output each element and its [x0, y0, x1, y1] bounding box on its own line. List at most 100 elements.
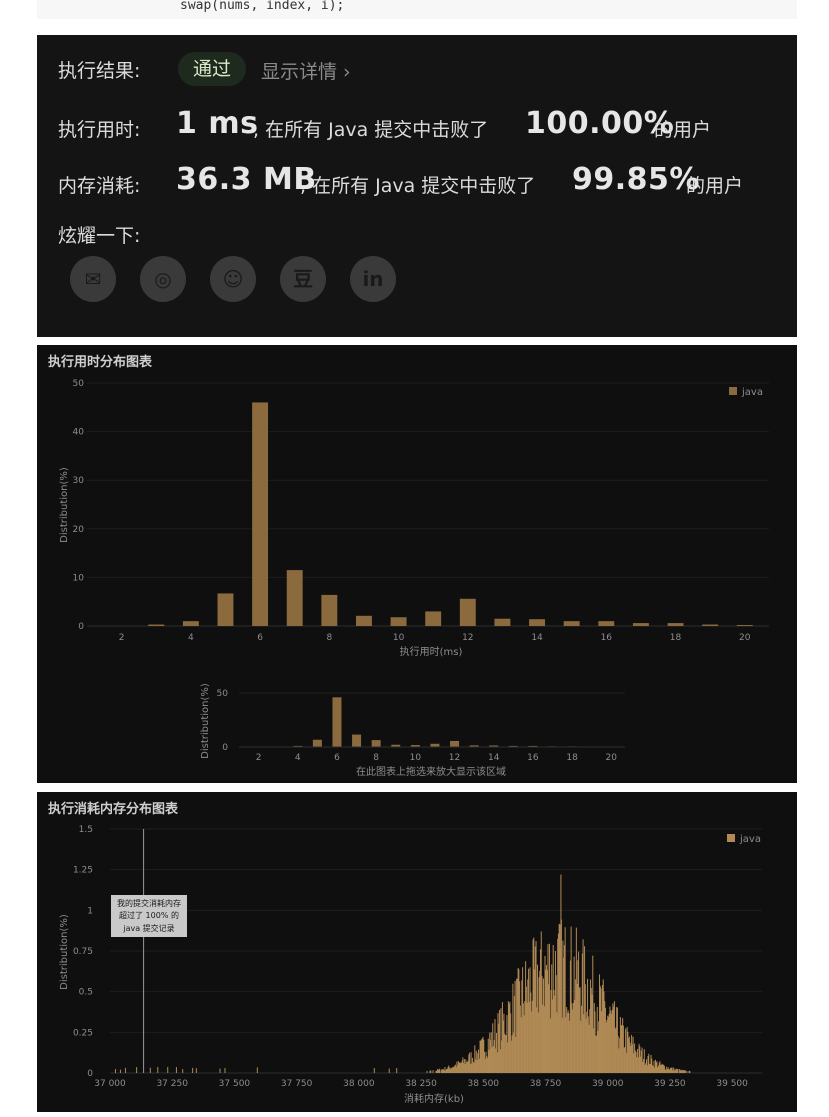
memory-bar [533, 937, 535, 1073]
memory-bar [647, 1055, 649, 1073]
memory-bar [640, 1056, 642, 1073]
memory-bar [539, 970, 541, 1073]
memory-bar [460, 1063, 462, 1073]
memory-bar [578, 951, 580, 1073]
memory-bar [634, 1043, 636, 1073]
memory-bar [554, 995, 556, 1073]
wechat-icon: ✉ [84, 267, 102, 291]
memory-bar [650, 1054, 652, 1073]
memory-bar [652, 1065, 654, 1073]
runtime-bar [598, 621, 615, 626]
runtime-navigator[interactable]: 2 4 6 8 10 12 14 16 18 20 [256, 697, 618, 763]
memory-bar [545, 969, 547, 1073]
memory-bar [680, 1069, 682, 1073]
memory-bar [646, 1059, 648, 1073]
x-tick-label: 10 [393, 633, 405, 643]
memory-bar [572, 1002, 574, 1073]
memory-suffix: 的用户 [686, 175, 744, 197]
navigator-bar [352, 734, 362, 747]
memory-bar [631, 1034, 633, 1073]
x-tick-label: 37 750 [281, 1079, 313, 1089]
memory-bar [474, 1045, 476, 1073]
x-tick-label: 14 [531, 633, 543, 643]
navigator-y-axis-label: Distribution(%) [200, 683, 211, 759]
memory-bar [498, 1009, 500, 1073]
memory-bar [489, 1032, 491, 1073]
runtime-legend-java[interactable]: java [741, 387, 763, 398]
x-tick-label: 39 500 [716, 1079, 748, 1089]
memory-bar [542, 1004, 544, 1073]
memory-bar [629, 1042, 631, 1073]
memory-bar [597, 1030, 599, 1073]
memory-bar [679, 1070, 681, 1073]
memory-bar [528, 1001, 530, 1073]
memory-bar [472, 1057, 474, 1073]
weibo-share-button[interactable]: ◎ [140, 256, 186, 302]
memory-bar [490, 1032, 492, 1073]
memory-bar [682, 1070, 684, 1073]
wechat-share-button[interactable]: ✉ [70, 256, 116, 302]
memory-bar [508, 1003, 510, 1073]
y-tick-label: 0 [87, 1069, 93, 1079]
memory-bar [603, 991, 605, 1073]
memory-bar [550, 989, 552, 1073]
memory-bar [465, 1059, 467, 1073]
memory-bar [598, 1021, 600, 1073]
memory-bar [614, 1028, 616, 1073]
memory-bar [684, 1070, 686, 1073]
memory-y-axis-label: Distribution(%) [59, 914, 70, 990]
memory-bar [440, 1070, 442, 1073]
status-badge: 通过 [178, 52, 246, 86]
runtime-suffix: 的用户 [654, 119, 712, 141]
memory-bar [561, 1017, 563, 1073]
memory-bar [625, 1028, 627, 1073]
memory-bar [592, 955, 594, 1073]
memory-chart[interactable]: 37 000 37 250 37 500 37 750 38 000 38 250 38 5… [37, 792, 797, 1112]
memory-bar [518, 969, 520, 1073]
navigator-x-tick-label: 16 [527, 753, 539, 763]
runtime-label: 执行用时: [58, 119, 141, 141]
memory-bar [672, 1067, 674, 1073]
memory-bar [669, 1069, 671, 1073]
memory-bar [609, 1006, 611, 1073]
memory-bar [608, 1013, 610, 1073]
memory-bar [175, 1067, 177, 1073]
x-tick-label: 2 [119, 633, 125, 643]
memory-bar [584, 946, 586, 1073]
memory-bar [599, 974, 600, 1073]
runtime-bar [702, 624, 719, 626]
memory-bar [665, 1069, 667, 1073]
douban-share-button[interactable]: 豆 [280, 256, 326, 302]
memory-bar [488, 1049, 490, 1073]
memory-bar [452, 1066, 454, 1073]
memory-bar [634, 1050, 636, 1073]
memory-bar [570, 926, 572, 1073]
memory-bar [167, 1066, 169, 1073]
show-details-link[interactable]: 显示详情 › [261, 61, 351, 83]
linkedin-share-button[interactable]: in [350, 256, 396, 302]
memory-bar [463, 1058, 465, 1073]
navigator-y-tick-50: 50 [217, 689, 229, 699]
memory-bar [388, 1068, 390, 1073]
memory-bar [464, 1063, 466, 1073]
memory-bar [556, 1012, 558, 1073]
memory-bar [553, 990, 555, 1073]
y-tick-label: 40 [73, 428, 85, 438]
memory-bar [575, 979, 577, 1073]
memory-bar [683, 1070, 685, 1073]
memory-bar [613, 1006, 615, 1073]
qq-share-button[interactable]: ☺ [210, 256, 256, 302]
memory-bar [638, 1043, 640, 1073]
memory-bar [483, 1039, 485, 1073]
y-tick-label: 50 [73, 379, 85, 389]
memory-bar [503, 1013, 505, 1073]
memory-bar [495, 1048, 497, 1073]
memory-legend-java[interactable]: java [739, 834, 761, 845]
memory-bar [586, 1011, 588, 1073]
memory-bar [548, 984, 550, 1073]
memory-bar [676, 1069, 678, 1073]
navigator-bar [450, 740, 460, 747]
memory-bar [678, 1069, 680, 1073]
memory-bar [532, 939, 534, 1073]
